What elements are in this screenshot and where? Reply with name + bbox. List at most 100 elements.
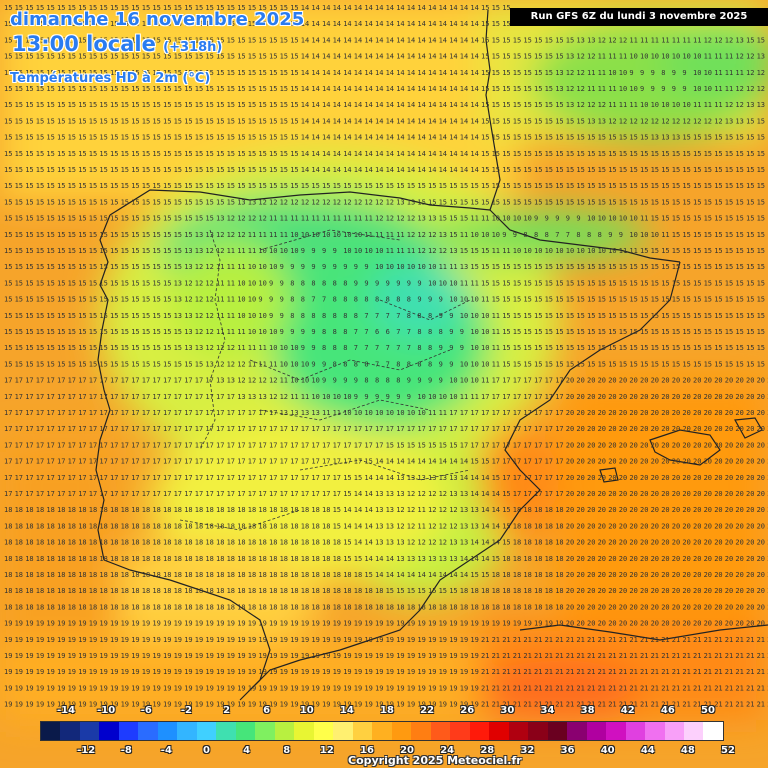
grid-value: 15 xyxy=(555,328,563,336)
grid-value: 15 xyxy=(693,198,701,206)
grid-value: 14 xyxy=(322,20,330,28)
grid-value: 20 xyxy=(682,458,690,466)
grid-value: 15 xyxy=(672,215,680,223)
grid-value: 19 xyxy=(311,620,319,628)
grid-value: 17 xyxy=(174,490,182,498)
grid-value: 18 xyxy=(163,539,171,547)
grid-value: 15 xyxy=(566,182,574,190)
grid-value: 15 xyxy=(205,182,213,190)
grid-value: 19 xyxy=(46,636,54,644)
grid-value: 19 xyxy=(417,701,425,709)
grid-value: 14 xyxy=(460,36,468,44)
grid-value: 14 xyxy=(396,117,404,125)
grid-value: 15 xyxy=(57,312,65,320)
grid-value: 17 xyxy=(4,425,12,433)
grid-value: 15 xyxy=(57,101,65,109)
grid-value: 14 xyxy=(375,571,383,579)
grid-value: 15 xyxy=(131,296,139,304)
grid-value: 15 xyxy=(407,182,415,190)
grid-value: 15 xyxy=(174,263,182,271)
grid-value: 17 xyxy=(227,441,235,449)
grid-value: 15 xyxy=(640,166,648,174)
grid-value: 17 xyxy=(545,490,553,498)
grid-value: 14 xyxy=(439,166,447,174)
grid-value: 11 xyxy=(258,231,266,239)
grid-value: 15 xyxy=(163,117,171,125)
grid-value: 8 xyxy=(386,296,390,304)
grid-value: 15 xyxy=(693,215,701,223)
grid-value: 10 xyxy=(470,328,478,336)
grid-value: 14 xyxy=(354,36,362,44)
grid-value: 15 xyxy=(714,312,722,320)
grid-value: 9 xyxy=(439,312,443,320)
grid-value: 15 xyxy=(587,296,595,304)
grid-value: 15 xyxy=(640,296,648,304)
grid-value: 18 xyxy=(121,587,129,595)
grid-value: 15 xyxy=(682,296,690,304)
grid-value: 8 xyxy=(322,344,326,352)
grid-value: 13 xyxy=(428,555,436,563)
grid-value: 15 xyxy=(248,134,256,142)
grid-value: 18 xyxy=(110,571,118,579)
grid-value: 15 xyxy=(68,215,76,223)
grid-value: 14 xyxy=(460,20,468,28)
grid-value: 21 xyxy=(598,668,606,676)
grid-value: 19 xyxy=(428,620,436,628)
grid-value: 20 xyxy=(629,425,637,433)
grid-value: 15 xyxy=(110,20,118,28)
grid-value: 8 xyxy=(661,69,665,77)
grid-value: 15 xyxy=(290,134,298,142)
grid-value: 15 xyxy=(4,53,12,61)
grid-value: 15 xyxy=(757,279,765,287)
grid-value: 15 xyxy=(280,182,288,190)
grid-value: 15 xyxy=(258,36,266,44)
grid-value: 15 xyxy=(502,360,510,368)
grid-value: 18 xyxy=(110,539,118,547)
grid-value: 21 xyxy=(587,636,595,644)
grid-value: 19 xyxy=(184,636,192,644)
grid-value: 18 xyxy=(227,506,235,514)
grid-value: 11 xyxy=(396,231,404,239)
grid-value: 17 xyxy=(46,425,54,433)
grid-value: 20 xyxy=(619,522,627,530)
grid-value: 15 xyxy=(4,4,12,12)
grid-value: 10 xyxy=(258,263,266,271)
grid-value: 10 xyxy=(608,247,616,255)
grid-value: 15 xyxy=(672,344,680,352)
grid-value: 14 xyxy=(322,166,330,174)
grid-value: 20 xyxy=(587,506,595,514)
grid-value: 12 xyxy=(195,312,203,320)
grid-value: 18 xyxy=(174,587,182,595)
grid-value: 8 xyxy=(311,312,315,320)
grid-value: 15 xyxy=(513,279,521,287)
grid-value: 15 xyxy=(89,85,97,93)
grid-value: 17 xyxy=(78,490,86,498)
grid-value: 15 xyxy=(142,85,150,93)
grid-value: 20 xyxy=(640,506,648,514)
grid-value: 15 xyxy=(121,134,129,142)
grid-value: 21 xyxy=(693,701,701,709)
grid-value: 19 xyxy=(36,668,44,676)
legend-swatch xyxy=(138,722,158,740)
grid-value: 17 xyxy=(237,441,245,449)
grid-value: 14 xyxy=(470,539,478,547)
grid-value: 20 xyxy=(587,458,595,466)
grid-value: 15 xyxy=(629,312,637,320)
grid-value: 19 xyxy=(449,668,457,676)
grid-value: 17 xyxy=(15,490,23,498)
grid-value: 18 xyxy=(78,603,86,611)
grid-value: 19 xyxy=(216,668,224,676)
grid-value: 15 xyxy=(195,134,203,142)
grid-value: 15 xyxy=(237,150,245,158)
grid-value: 18 xyxy=(78,506,86,514)
grid-value: 17 xyxy=(89,441,97,449)
grid-value: 14 xyxy=(417,101,425,109)
grid-value: 15 xyxy=(25,117,33,125)
grid-value: 8 xyxy=(354,312,358,320)
grid-value: 15 xyxy=(195,215,203,223)
grid-value: 9 xyxy=(375,393,379,401)
grid-value: 19 xyxy=(15,668,23,676)
grid-value: 18 xyxy=(121,603,129,611)
grid-value: 14 xyxy=(396,53,404,61)
grid-value: 17 xyxy=(237,409,245,417)
